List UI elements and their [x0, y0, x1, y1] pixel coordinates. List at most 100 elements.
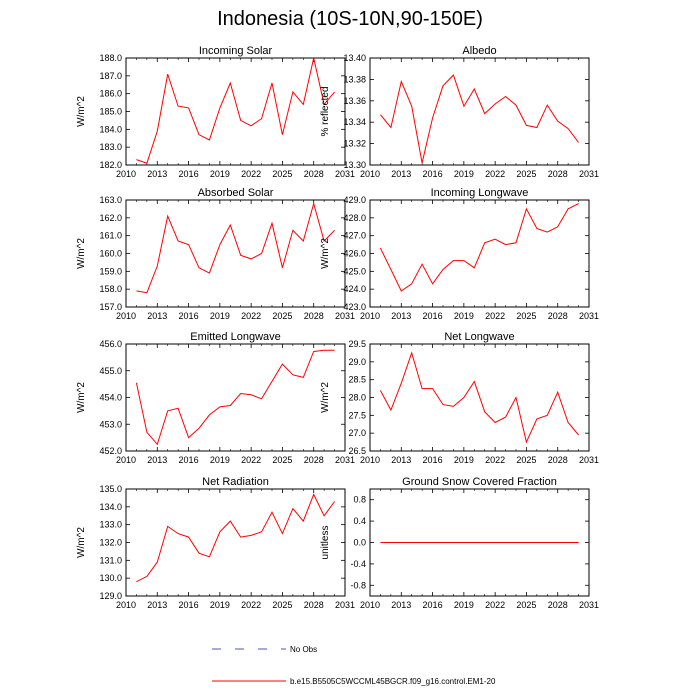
y-tick-label: 0.4: [353, 516, 366, 526]
panel-absorbed-solar: Absorbed Solar W/m^2 2010 2013 2016 2019 2022 2…: [76, 187, 355, 321]
x-tick-label: 2025: [516, 311, 536, 321]
plot-frame: [125, 343, 346, 452]
x-tick-label: 2028: [548, 600, 568, 610]
y-tick-label: 183.0: [99, 142, 122, 152]
y-tick-label: 27.0: [348, 428, 366, 438]
x-tick-label: 2031: [335, 169, 355, 179]
y-tick-label: 429.0: [343, 195, 366, 205]
x-tick-label: 2025: [272, 169, 292, 179]
y-tick-label: 0.8: [353, 495, 366, 505]
series-line-absorbed-solar: [136, 201, 335, 294]
x-tick-label: 2025: [516, 455, 536, 465]
y-tick-label: 162.0: [99, 213, 122, 223]
y-tick-label: 161.0: [99, 231, 122, 241]
x-tick-label: 2019: [210, 600, 230, 610]
y-tick-label: 452.0: [99, 446, 122, 456]
y-tick-label: 455.0: [99, 366, 122, 376]
y-tick-label: 158.0: [99, 284, 122, 294]
figure-title: Indonesia (10S-10N,90-150E): [217, 8, 483, 30]
y-tick-label: 182.0: [99, 160, 122, 170]
x-tick-label: 2013: [391, 311, 411, 321]
x-tick-label: 2019: [210, 311, 230, 321]
panel-title: Absorbed Solar: [198, 187, 274, 199]
legend-obs-label: No Obs: [290, 645, 317, 654]
x-tick-label: 2016: [423, 455, 443, 465]
x-tick-label: 2010: [116, 600, 136, 610]
x-tick-label: 2022: [241, 169, 261, 179]
panel-title: Albedo: [462, 45, 496, 57]
y-tick-label: 131.0: [99, 555, 122, 565]
x-tick-label: 2031: [579, 169, 599, 179]
panel-albedo: Albedo % reflected 2010 2013 2016 2019 2022 202…: [320, 45, 599, 179]
x-tick-label: 2022: [485, 600, 505, 610]
y-tick-label: 425.0: [343, 266, 366, 276]
panel-title: Emitted Longwave: [190, 331, 281, 343]
x-tick-label: 2028: [304, 169, 324, 179]
y-tick-label: 427.0: [343, 231, 366, 241]
panel-incoming-solar: Incoming Solar W/m^2 2010 2013 2016 2019 2022 2…: [76, 45, 355, 179]
panel-ground-snow-covered-fraction: Ground Snow Covered Fraction unitless 2010…: [320, 476, 599, 610]
x-tick-label: 2019: [454, 169, 474, 179]
y-tick-label: 163.0: [99, 195, 122, 205]
legend: No Obs b.e15.B5505C5WCCML45BGCR.f09_g16.c…: [212, 645, 496, 686]
y-tick-label: 185.0: [99, 107, 122, 117]
y-tick-label: 130.0: [99, 573, 122, 583]
y-tick-label: -0.4: [350, 559, 366, 569]
y-tick-label: 456.0: [99, 339, 122, 349]
y-tick-label: 159.0: [99, 266, 122, 276]
x-tick-label: 2028: [548, 169, 568, 179]
x-tick-label: 2010: [360, 455, 380, 465]
y-tick-label: 129.0: [99, 591, 122, 601]
y-tick-label: 13.30: [343, 160, 366, 170]
x-tick-label: 2010: [360, 311, 380, 321]
y-axis-label: W/m^2: [76, 382, 87, 413]
x-tick-label: 2019: [210, 169, 230, 179]
y-axis-label: W/m^2: [76, 238, 87, 269]
y-tick-label: 184.0: [99, 124, 122, 134]
x-tick-label: 2013: [391, 169, 411, 179]
y-tick-label: 160.0: [99, 249, 122, 259]
x-tick-label: 2028: [548, 311, 568, 321]
y-axis-label: unitless: [320, 526, 331, 560]
series-line-incoming-longwave: [379, 203, 579, 292]
y-tick-label: 13.34: [343, 117, 366, 127]
series-line-incoming-solar: [136, 57, 335, 164]
x-tick-label: 2013: [147, 311, 167, 321]
x-tick-label: 2022: [485, 169, 505, 179]
y-tick-label: 188.0: [99, 53, 122, 63]
series-line-albedo: [380, 74, 579, 164]
x-tick-label: 2031: [579, 311, 599, 321]
y-tick-label: 423.0: [343, 302, 366, 312]
y-tick-label: 428.0: [343, 213, 366, 223]
x-tick-label: 2028: [304, 455, 324, 465]
x-tick-label: 2022: [485, 311, 505, 321]
y-tick-label: 186.0: [99, 89, 122, 99]
x-tick-label: 2019: [454, 311, 474, 321]
x-tick-label: 2022: [485, 455, 505, 465]
x-tick-label: 2016: [179, 600, 199, 610]
x-tick-label: 2013: [147, 455, 167, 465]
x-tick-label: 2031: [579, 600, 599, 610]
y-tick-label: 0.0: [353, 538, 366, 548]
x-tick-label: 2010: [360, 169, 380, 179]
x-tick-label: 2031: [335, 600, 355, 610]
y-tick-label: 28.5: [348, 375, 366, 385]
x-tick-label: 2025: [516, 600, 536, 610]
panel-title: Ground Snow Covered Fraction: [402, 476, 557, 488]
x-tick-label: 2019: [210, 455, 230, 465]
panel-title: Net Longwave: [444, 331, 514, 343]
panel-incoming-longwave: Incoming Longwave W/m^2 2010 2013 2016 2019 20…: [320, 187, 599, 321]
y-tick-label: 134.0: [99, 502, 122, 512]
x-tick-label: 2016: [423, 600, 443, 610]
y-tick-label: 454.0: [99, 393, 122, 403]
plot-frame: [125, 488, 346, 597]
panel-emitted-longwave: Emitted Longwave W/m^2 2010 2013 2016 2019 202…: [76, 331, 355, 465]
x-tick-label: 2013: [147, 600, 167, 610]
y-tick-label: 13.32: [343, 139, 366, 149]
y-axis-label: W/m^2: [76, 527, 87, 558]
x-tick-label: 2016: [179, 311, 199, 321]
y-axis-label: W/m^2: [320, 382, 331, 413]
y-tick-label: 29.5: [348, 339, 366, 349]
legend-model-label: b.e15.B5505C5WCCML45BGCR.f09_g16.control…: [290, 677, 496, 686]
